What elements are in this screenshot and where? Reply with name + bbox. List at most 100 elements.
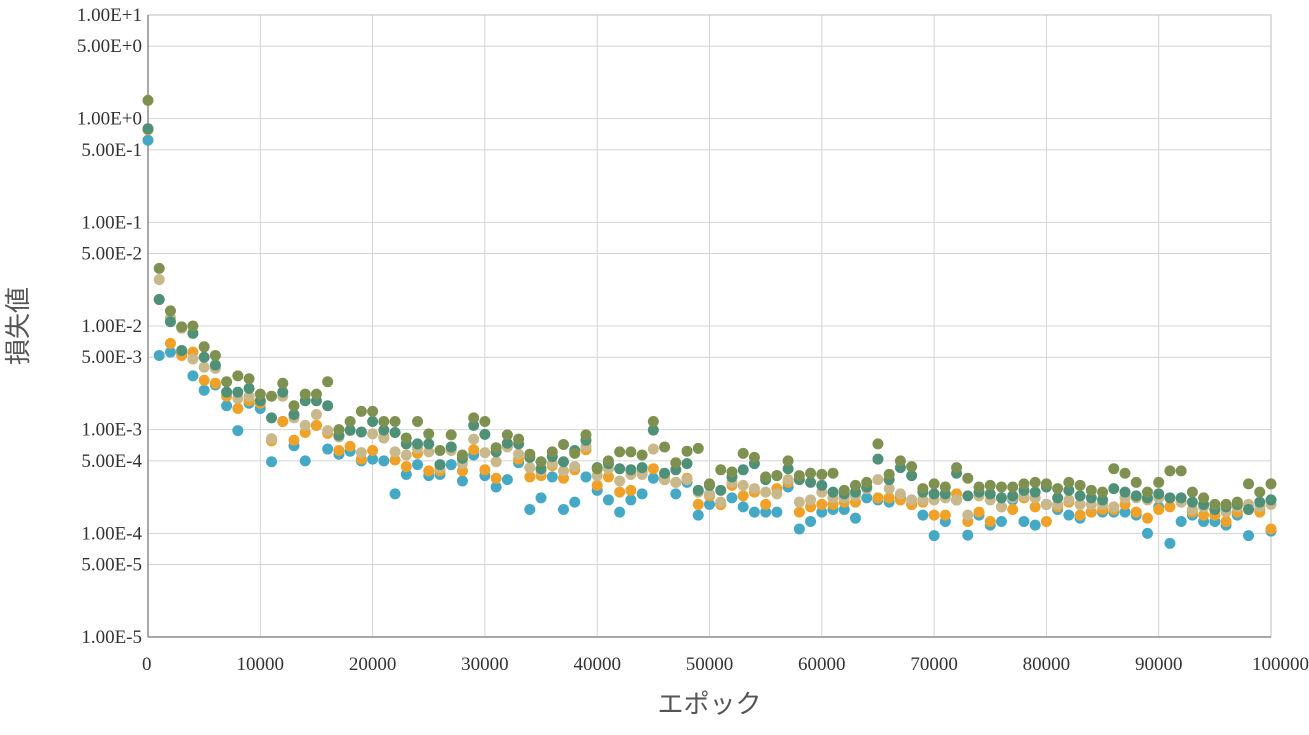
data-point: [355, 405, 367, 417]
data-point: [400, 468, 412, 480]
data-point: [625, 446, 637, 458]
data-point: [558, 465, 570, 477]
data-point: [636, 462, 648, 474]
data-point: [400, 432, 412, 444]
data-point: [176, 345, 188, 357]
data-point: [1254, 486, 1266, 498]
data-point: [816, 506, 828, 518]
data-point: [760, 471, 772, 483]
data-point: [659, 441, 671, 453]
data-point: [389, 454, 401, 466]
y-axis-title: 損失値: [4, 287, 34, 365]
x-tick-label: 80000: [1023, 654, 1071, 675]
data-point: [322, 425, 334, 437]
data-point: [973, 481, 985, 493]
y-tick-label: 1.00E-2: [81, 316, 142, 337]
data-point: [468, 419, 480, 431]
data-point: [805, 476, 817, 488]
data-point: [670, 476, 682, 488]
data-point: [221, 386, 233, 398]
data-point: [883, 483, 895, 495]
data-point: [198, 351, 210, 363]
data-point: [209, 349, 221, 361]
data-point: [704, 498, 715, 510]
data-point: [1175, 465, 1187, 477]
data-point: [367, 453, 379, 465]
data-point: [1243, 530, 1255, 542]
data-point: [277, 386, 289, 398]
data-point: [1130, 476, 1142, 488]
x-tick-label: 50000: [686, 654, 734, 675]
data-point: [591, 479, 603, 491]
data-point: [715, 464, 727, 476]
data-point: [535, 492, 547, 504]
data-point: [288, 400, 300, 412]
data-point: [816, 498, 828, 510]
data-point: [344, 415, 356, 427]
data-point: [243, 390, 255, 402]
data-point: [647, 443, 659, 455]
data-point: [625, 494, 637, 506]
data-point: [378, 424, 390, 436]
data-point: [681, 474, 693, 486]
y-tick-label: 1.00E+1: [77, 5, 142, 26]
data-point: [995, 481, 1007, 493]
series-5: [142, 94, 1277, 510]
x-tick-label: 100000: [1252, 654, 1309, 675]
data-point: [456, 449, 468, 461]
data-point: [625, 464, 637, 476]
data-point: [288, 409, 300, 421]
data-point: [524, 448, 536, 460]
data-point: [692, 498, 704, 510]
data-point: [939, 509, 951, 521]
data-point: [883, 468, 895, 480]
data-point: [479, 415, 491, 427]
data-point: [692, 484, 704, 496]
data-point: [1108, 483, 1120, 495]
data-point: [434, 459, 446, 471]
y-tick-label: 1.00E-4: [81, 523, 142, 544]
x-axis-title: エポック: [657, 690, 761, 720]
data-point: [659, 467, 671, 479]
data-point: [423, 438, 435, 450]
data-point: [389, 426, 401, 438]
data-point: [1097, 486, 1109, 498]
data-points: [142, 94, 1277, 549]
data-point: [1243, 478, 1255, 490]
data-point: [1175, 492, 1187, 504]
data-point: [1029, 486, 1041, 498]
data-point: [1085, 506, 1097, 518]
data-point: [513, 448, 525, 460]
data-point: [367, 428, 379, 440]
y-tick-label: 5.00E+0: [77, 36, 142, 57]
data-point: [760, 498, 772, 510]
data-point: [737, 490, 749, 502]
data-point: [1141, 486, 1153, 498]
data-point: [827, 486, 839, 498]
data-point: [793, 470, 805, 482]
data-point: [1209, 498, 1221, 510]
data-point: [142, 123, 154, 135]
data-point: [737, 447, 749, 459]
data-point: [490, 442, 502, 454]
data-point: [176, 321, 188, 333]
data-point: [254, 388, 266, 400]
data-point: [1040, 478, 1052, 490]
data-point: [906, 461, 918, 473]
x-tick-label: 40000: [573, 654, 621, 675]
data-point: [962, 529, 974, 541]
data-point: [1164, 537, 1176, 549]
data-point: [1074, 509, 1086, 521]
data-point: [636, 488, 648, 500]
data-point: [602, 494, 614, 506]
data-point: [277, 415, 289, 427]
data-point: [513, 433, 525, 445]
data-point: [367, 405, 379, 417]
data-point: [344, 424, 356, 436]
data-point: [625, 484, 637, 496]
data-point: [198, 384, 210, 396]
data-point: [726, 466, 738, 478]
data-point: [243, 382, 255, 394]
data-point: [153, 274, 165, 286]
data-point: [501, 474, 513, 486]
